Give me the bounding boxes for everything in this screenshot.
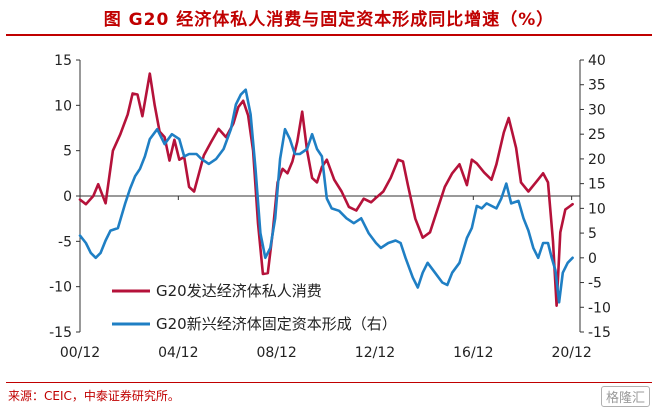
- y-left-tick-label: 10: [54, 98, 72, 114]
- x-tick-label: 08/12: [256, 345, 296, 361]
- series-line-fixed-capital: [78, 88, 574, 304]
- y-right-tick-label: 25: [588, 127, 606, 143]
- title-divider: [6, 34, 652, 36]
- y-right-tick-label: -5: [588, 276, 602, 292]
- y-right-tick-label: -15: [588, 325, 611, 341]
- y-left-tick-label: -15: [49, 325, 72, 341]
- x-tick-label: 20/12: [551, 345, 591, 361]
- x-tick-label: 16/12: [453, 345, 493, 361]
- y-right-tick-label: 10: [588, 201, 606, 217]
- y-right-tick-label: 20: [588, 152, 606, 168]
- x-tick-label: 12/12: [355, 345, 395, 361]
- y-right-tick-label: 35: [588, 78, 606, 94]
- y-left-tick-label: -5: [58, 234, 72, 250]
- legend-label: G20发达经济体私人消费: [156, 282, 322, 300]
- y-right-tick-label: -10: [588, 300, 611, 316]
- y-right-tick-label: 40: [588, 53, 606, 69]
- y-right-tick-label: 0: [588, 251, 597, 267]
- source-note: 来源：CEIC，中泰证券研究所。: [8, 389, 180, 403]
- source-divider: [6, 382, 652, 383]
- y-left-tick-label: 15: [54, 53, 72, 69]
- y-right-tick-label: 5: [588, 226, 597, 242]
- y-left-tick-label: -10: [49, 280, 72, 296]
- y-left-tick-label: 5: [63, 144, 72, 160]
- series-line-private-consumption: [78, 72, 574, 307]
- x-tick-label: 04/12: [158, 345, 198, 361]
- y-left-tick-label: 0: [63, 189, 72, 205]
- line-chart: 15 10 5 0 -5 -10 -15 40 35 30 25 20 15 10 5 0 -5 -10 -15 00…: [49, 53, 611, 361]
- x-tick-label: 00/12: [60, 345, 100, 361]
- chart-area: 15 10 5 0 -5 -10 -15 40 35 30 25 20 15 10 5 0 -5 -10 -15 00…: [0, 38, 658, 382]
- y-right-tick-label: 30: [588, 102, 606, 118]
- legend-label: G20新兴经济体固定资本形成（右）: [156, 315, 397, 333]
- title-bar: 图 G20 经济体私人消费与固定资本形成同比增速（%）: [0, 0, 658, 36]
- y-right-tick-label: 15: [588, 177, 606, 193]
- chart-title: 图 G20 经济体私人消费与固定资本形成同比增速（%）: [103, 10, 555, 30]
- watermark-logo: 格隆汇: [600, 386, 650, 407]
